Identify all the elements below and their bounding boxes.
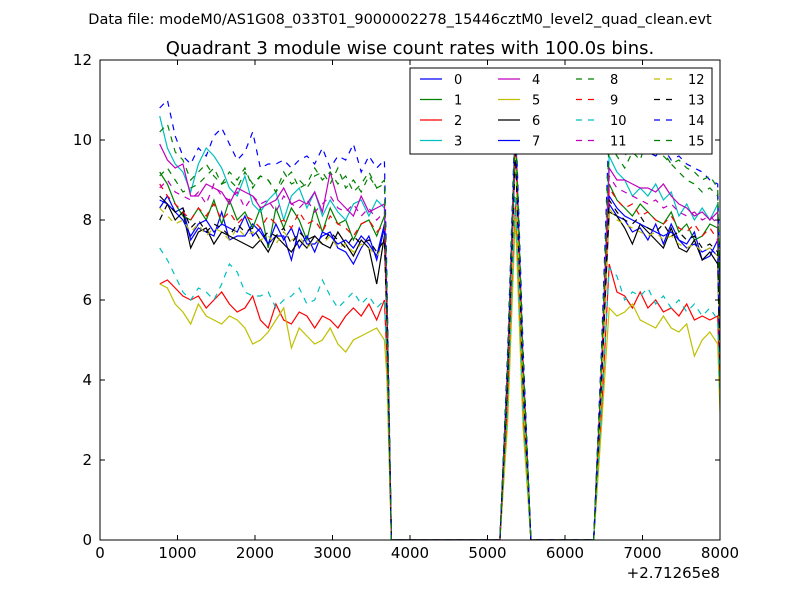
series-line-2: [159, 203, 720, 540]
series-line-11: [159, 135, 720, 540]
y-tick-label: 0: [82, 531, 92, 549]
y-tick-label: 8: [82, 211, 92, 229]
series-line-7: [159, 139, 720, 540]
axis-ticks: 0 1000 2000 3000 4000 5000 6000 7000 80000246810…: [73, 51, 739, 562]
x-tick-label: 7000: [623, 544, 661, 562]
y-tick-label: 2: [82, 451, 92, 469]
legend-label-10: 10: [610, 114, 627, 129]
chart-title: Quadrant 3 module wise count rates with …: [166, 38, 655, 59]
x-tick-label: 5000: [468, 544, 506, 562]
y-tick-label: 4: [82, 371, 92, 389]
legend-box: [409, 67, 713, 155]
x-offset-label: +2.71265e8: [627, 564, 720, 582]
series-line-12: [159, 155, 720, 540]
legend-label-1: 1: [454, 94, 462, 109]
legend-label-11: 11: [610, 135, 627, 150]
series-line-10: [159, 195, 720, 540]
series-line-3: [159, 115, 720, 540]
legend-label-3: 3: [454, 135, 462, 150]
legend-label-5: 5: [532, 94, 540, 109]
plot-lines: [159, 98, 720, 540]
series-line-4: [159, 127, 720, 540]
series-line-13: [159, 151, 720, 540]
series-line-8: [159, 123, 720, 540]
legend-label-15: 15: [688, 135, 705, 150]
x-tick-label: 3000: [313, 544, 351, 562]
x-tick-label: 8000: [701, 544, 739, 562]
legend-label-6: 6: [532, 114, 540, 129]
legend-label-8: 8: [610, 73, 618, 88]
series-line-0: [159, 131, 720, 540]
x-tick-label: 6000: [546, 544, 584, 562]
series-line-5: [159, 215, 720, 540]
x-tick-label: 4000: [391, 544, 429, 562]
legend-label-4: 4: [532, 73, 540, 88]
legend-label-7: 7: [532, 135, 540, 150]
x-tick-label: 1000: [158, 544, 196, 562]
series-line-1: [159, 127, 720, 540]
legend-label-0: 0: [454, 73, 462, 88]
series-line-9: [159, 139, 720, 540]
x-tick-label: 0: [95, 544, 105, 562]
y-tick-label: 6: [82, 291, 92, 309]
y-tick-label: 10: [73, 131, 92, 149]
series-line-6: [159, 143, 720, 540]
legend-label-2: 2: [454, 114, 462, 129]
y-tick-label: 12: [73, 51, 92, 69]
legend-label-9: 9: [610, 94, 618, 109]
series-line-14: [159, 98, 720, 540]
legend-label-14: 14: [688, 114, 705, 129]
chart-suptitle: Data file: modeM0/AS1G08_033T01_90000022…: [88, 12, 712, 28]
legend-label-12: 12: [688, 73, 705, 88]
x-tick-label: 2000: [236, 544, 274, 562]
legend-label-13: 13: [688, 94, 705, 109]
